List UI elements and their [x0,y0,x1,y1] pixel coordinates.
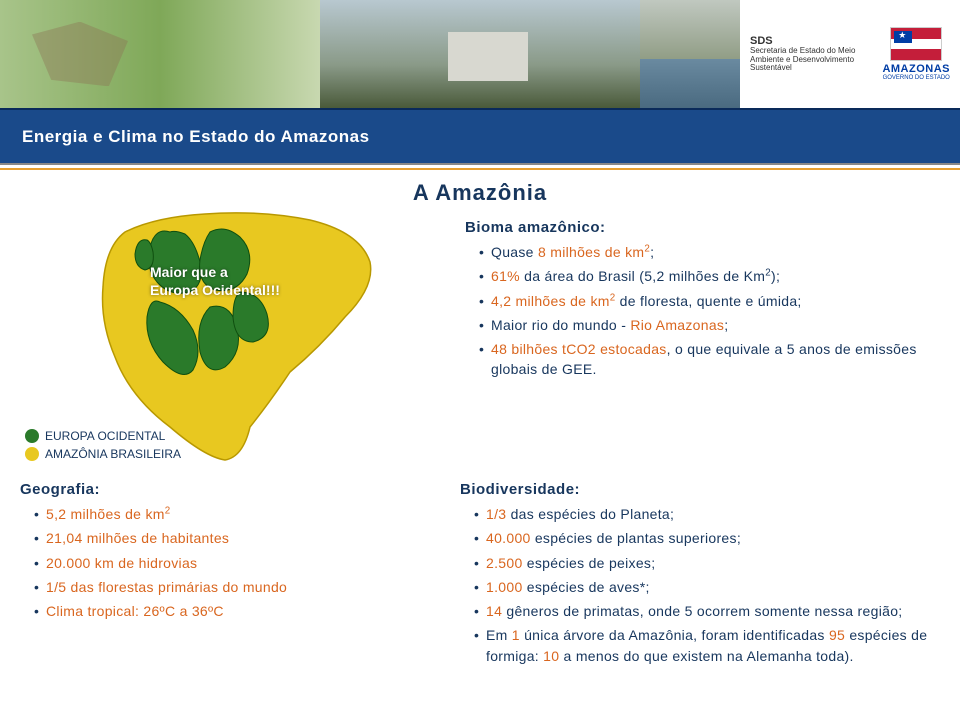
bio-item: 40.000 espécies de plantas superiores; [474,528,940,548]
row-bottom: Geografia: 5,2 milhões de km2 21,04 milh… [20,481,940,670]
bio-item: 1.000 espécies de aves*; [474,577,940,597]
amazonas-logo-title: AMAZONAS [882,63,950,75]
row-top: Maior que a Europa Ocidental!!! EUROPA O… [20,214,940,469]
legend-dot-amazon [25,447,39,461]
geo-list: 5,2 milhões de km2 21,04 milhões de habi… [20,504,420,621]
sds-logo: SDS Secretaria de Estado do Meio Ambient… [750,35,882,73]
bio-item: 14 gêneros de primatas, onde 5 ocorrem s… [474,601,940,621]
amazonas-flag-icon [890,27,942,61]
bioma-item: 4,2 milhões de km2 de floresta, quente e… [479,291,940,311]
geo-item: 1/5 das florestas primárias do mundo [34,577,420,597]
map-callout-line2: Europa Ocidental!!! [150,282,280,298]
map-column: Maior que a Europa Ocidental!!! EUROPA O… [20,214,450,469]
bioma-head: Bioma amazônico: [465,219,940,236]
amazonas-logo: AMAZONAS GOVERNO DO ESTADO [882,27,950,81]
biodiversidade-column: Biodiversidade: 1/3 das espécies do Plan… [460,481,940,670]
legend-label-europe: EUROPA OCIDENTAL [45,429,165,443]
bio-list: 1/3 das espécies do Planeta; 40.000 espé… [460,504,940,666]
geo-item: 5,2 milhões de km2 [34,504,420,524]
bioma-item: 61% da área do Brasil (5,2 milhões de Km… [479,266,940,286]
geografia-column: Geografia: 5,2 milhões de km2 21,04 milh… [20,481,420,670]
bioma-list: Quase 8 milhões de km2; 61% da área do B… [465,242,940,380]
bioma-item: 48 bilhões tCO2 estocadas, o que equival… [479,339,940,380]
bioma-column: Bioma amazônico: Quase 8 milhões de km2;… [465,214,940,469]
geo-item: Clima tropical: 26ºC a 36ºC [34,601,420,621]
bioma-item: Quase 8 milhões de km2; [479,242,940,262]
map-legend: EUROPA OCIDENTAL AMAZÔNIA BRASILEIRA [25,429,181,465]
bioma-item: Maior rio do mundo - Rio Amazonas; [479,315,940,335]
geo-item: 20.000 km de hidrovias [34,553,420,573]
amazonas-logo-sub: GOVERNO DO ESTADO [882,75,950,81]
map-callout-line1: Maior que a [150,264,228,280]
bio-head: Biodiversidade: [460,481,940,498]
banner-photo-strip: SDS Secretaria de Estado do Meio Ambient… [0,0,960,108]
bio-item: 1/3 das espécies do Planeta; [474,504,940,524]
rule-orange [0,168,960,170]
main-content: A Amazônia [0,180,960,670]
geo-item: 21,04 milhões de habitantes [34,528,420,548]
rule-gray [0,163,960,165]
banner-photo-1 [0,0,320,108]
legend-row-europe: EUROPA OCIDENTAL [25,429,181,443]
page-title: Energia e Clima no Estado do Amazonas [22,127,370,147]
geo-head: Geografia: [20,481,420,498]
bio-item: 2.500 espécies de peixes; [474,553,940,573]
title-bar: Energia e Clima no Estado do Amazonas [0,108,960,163]
banner-photo-2 [320,0,640,108]
bio-item: Em 1 única árvore da Amazônia, foram ide… [474,625,940,666]
map-callout: Maior que a Europa Ocidental!!! [150,264,280,299]
legend-label-amazon: AMAZÔNIA BRASILEIRA [45,447,181,461]
logo-area: SDS Secretaria de Estado do Meio Ambient… [740,0,960,108]
legend-row-amazon: AMAZÔNIA BRASILEIRA [25,447,181,461]
sds-logo-sub: Secretaria de Estado do Meio Ambiente e … [750,46,855,73]
legend-dot-europe [25,429,39,443]
